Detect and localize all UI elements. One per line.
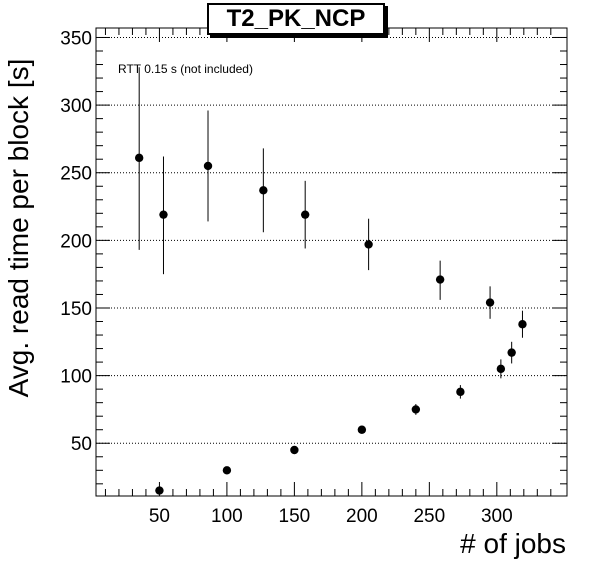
chart-annotation: RTT 0.15 s (not included) [118, 62, 253, 76]
data-point [222, 466, 232, 475]
error-bars [138, 67, 523, 492]
data-point [259, 186, 268, 195]
data-point [134, 153, 144, 163]
data-point [435, 275, 445, 284]
data-point [300, 210, 310, 219]
data-point [496, 364, 506, 374]
y-tick-label: 50 [71, 434, 92, 455]
axis-ticks: 50 100 150 200 250 300 350 50 100 150 200 250 300 [60, 28, 567, 527]
y-tick-label: 350 [60, 28, 92, 49]
data-point [507, 348, 516, 357]
y-tick-label: 100 [60, 367, 92, 388]
x-tick-label: 50 [149, 506, 170, 527]
data-points [134, 153, 527, 495]
y-tick-label: 250 [60, 164, 92, 185]
x-tick-label: 150 [279, 506, 311, 527]
data-point [203, 161, 213, 171]
y-axis-label: Avg. read time per block [s] [3, 58, 34, 398]
data-point [155, 486, 164, 495]
y-tick-label: 300 [60, 96, 92, 117]
data-point [159, 210, 168, 219]
x-tick-label: 250 [413, 506, 445, 527]
data-point [290, 445, 299, 455]
grid-lines [96, 36, 567, 444]
data-point [357, 425, 367, 434]
x-tick-label: 200 [346, 506, 378, 527]
data-point [411, 405, 421, 414]
y-tick-label: 200 [60, 231, 92, 252]
plot-frame [95, 27, 568, 497]
x-axis-label: # of jobs [460, 528, 566, 559]
data-point [518, 320, 527, 329]
data-point [456, 387, 465, 397]
data-point [485, 298, 495, 307]
x-tick-label: 300 [481, 506, 513, 527]
data-point [364, 240, 373, 249]
x-tick-label: 100 [211, 506, 243, 527]
chart-title: T2_PK_NCP [207, 3, 385, 35]
y-tick-label: 150 [60, 299, 92, 320]
